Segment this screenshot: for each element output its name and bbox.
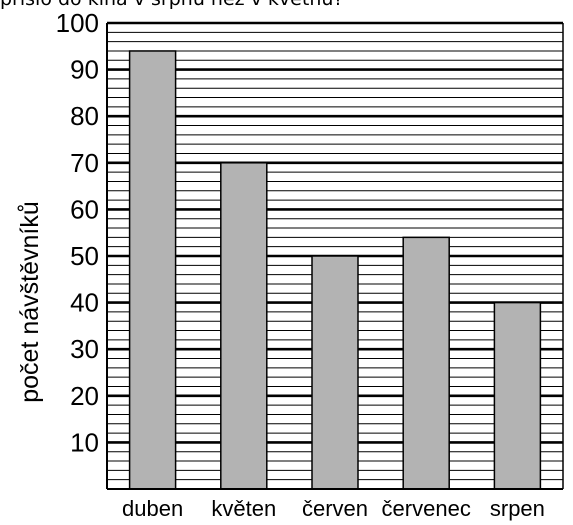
bar-červen [311, 255, 359, 490]
x-tick-label: duben [122, 496, 183, 521]
x-tick-label: červenec [382, 496, 471, 521]
y-tick-label: 30 [70, 334, 99, 364]
y-tick-label: 100 [56, 8, 99, 38]
y-tick-label: 70 [70, 148, 99, 178]
x-tick-labels: duben květen červen červenec srpen [122, 496, 545, 521]
question-fragment: přišlo do kina v srpnu než v květnu? [0, 0, 573, 10]
bar-květen [220, 162, 268, 490]
axes [106, 21, 564, 490]
y-tick-label: 40 [70, 288, 99, 318]
x-tick-label: květen [211, 496, 276, 521]
y-tick-label: 60 [70, 194, 99, 224]
x-tick-label: červen [302, 496, 368, 521]
y-tick-label: 50 [70, 241, 99, 271]
y-tick-label: 90 [70, 55, 99, 85]
y-tick-label: 20 [70, 381, 99, 411]
y-tick-labels: 10 20 30 40 50 60 70 80 90 100 [56, 8, 99, 457]
bar-červenec [402, 236, 450, 490]
y-axis-label: počet návštěvníků [16, 201, 44, 403]
y-tick-label: 10 [70, 427, 99, 457]
y-tick-label: 80 [70, 101, 99, 131]
bars [128, 50, 542, 490]
bar-srpen [493, 301, 542, 490]
bar-duben [128, 50, 177, 490]
x-tick-label: srpen [490, 496, 545, 521]
